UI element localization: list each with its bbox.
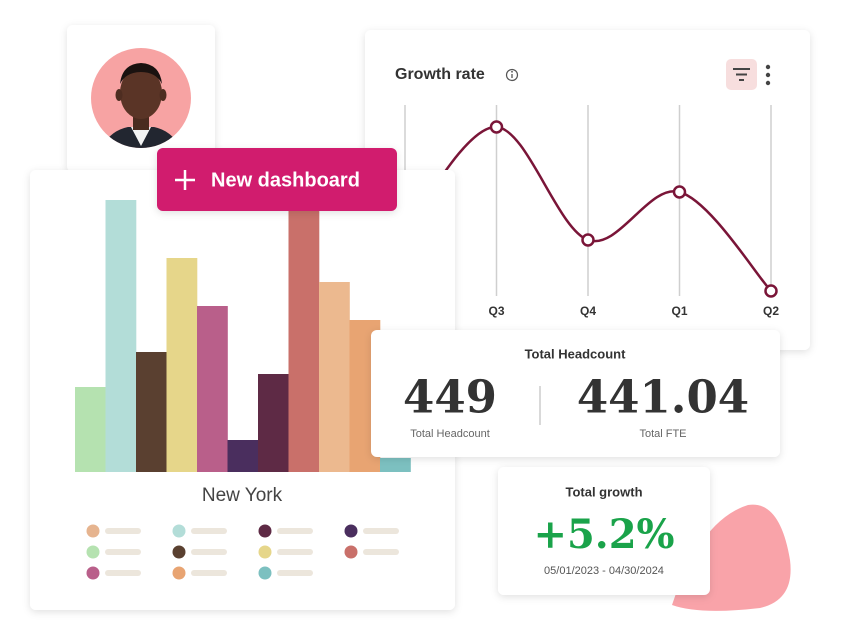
bar-card: New York: [30, 170, 455, 610]
point: [672, 185, 687, 199]
bar: [197, 306, 228, 472]
bar: [258, 374, 289, 472]
headcount-title: Total Headcount: [525, 346, 627, 361]
bar: [227, 440, 259, 472]
bar: [380, 458, 411, 472]
x-tick-label: Q2: [763, 304, 779, 318]
avatar-card: [67, 25, 215, 172]
metric-label: Total Headcount: [410, 428, 490, 440]
bar: [136, 352, 167, 472]
metric-value: 441.04: [577, 371, 749, 424]
filter-button[interactable]: [726, 59, 757, 90]
bar: [105, 200, 137, 472]
button-label[interactable]: New dashboard: [211, 169, 360, 191]
info-icon[interactable]: [505, 68, 519, 82]
bar-group: [75, 197, 411, 472]
metric-label: Total FTE: [639, 428, 686, 440]
point: [489, 120, 504, 134]
bar: [166, 258, 198, 472]
x-tick-label: Q4: [580, 304, 596, 318]
headcount-card: Total Headcount 449 Total Headcount 441.…: [371, 330, 780, 457]
x-tick-label: Q1: [671, 304, 687, 318]
new-dashboard-button[interactable]: New dashboard: [157, 148, 397, 211]
bar: [288, 197, 320, 472]
point: [764, 284, 778, 298]
growth-card-title: Total growth: [565, 484, 642, 499]
growth-value: +5.2%: [533, 511, 674, 558]
avatar: [98, 63, 184, 148]
point: [581, 233, 595, 247]
bar: [75, 387, 106, 472]
total-growth-card: Total growth +5.2% 05/01/2023 - 04/30/20…: [498, 467, 710, 595]
growth-title: Growth rate: [395, 66, 485, 83]
legend-placeholder: [86, 524, 399, 580]
more-menu[interactable]: [765, 64, 771, 86]
metric-value: 449: [403, 371, 497, 424]
x-tick-label: Q3: [488, 304, 504, 318]
chart-caption: New York: [202, 485, 283, 506]
bar: [319, 282, 350, 472]
growth-period: 05/01/2023 - 04/30/2024: [544, 565, 664, 577]
